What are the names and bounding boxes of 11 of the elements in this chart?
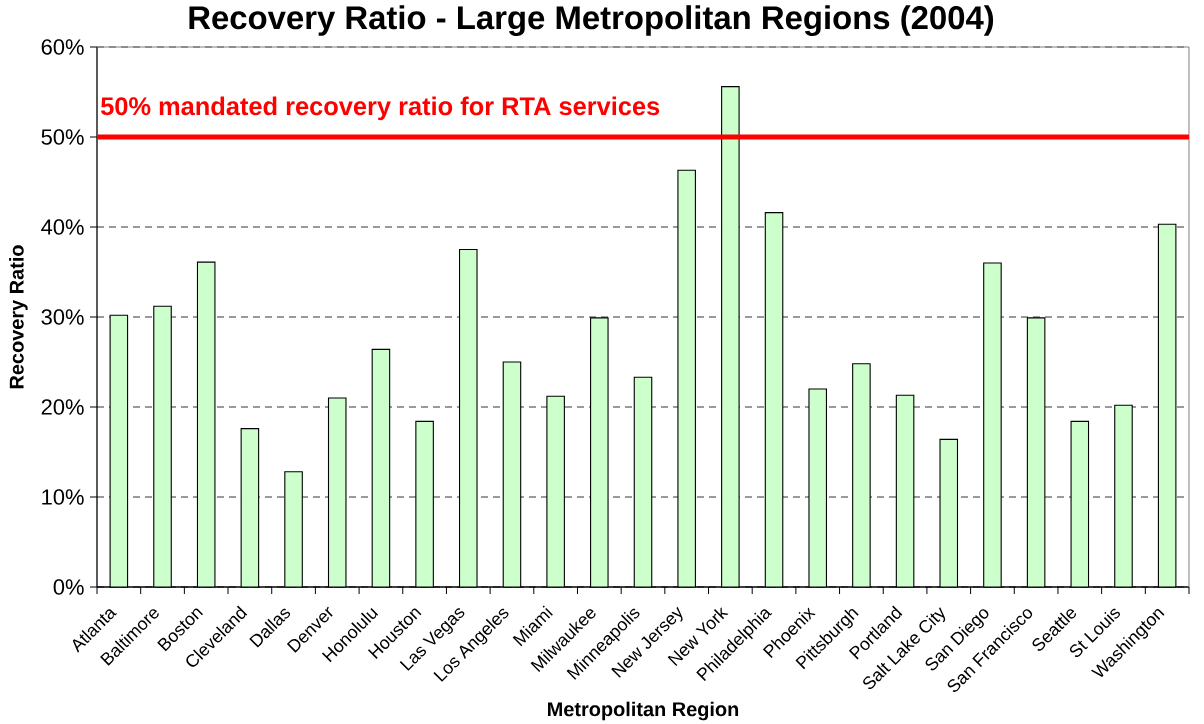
chart-title: Recovery Ratio - Large Metropolitan Regions (2004): [189, 5, 994, 36]
ref-line-label: 50% mandated recovery ratio for RTA services: [100, 96, 660, 121]
y-axis-title: Recovery Ratio: [9, 245, 28, 389]
y-tick-label: 50%: [41, 129, 84, 145]
y-tick-label: 20%: [41, 399, 84, 415]
y-tick-label: 0%: [53, 579, 84, 595]
y-tick-label: 40%: [41, 219, 84, 235]
x-axis-title: Metropolitan Region: [548, 701, 739, 721]
y-tick-label: 10%: [42, 489, 84, 505]
y-tick-label: 30%: [41, 309, 84, 325]
y-tick-label: 60%: [41, 39, 84, 55]
